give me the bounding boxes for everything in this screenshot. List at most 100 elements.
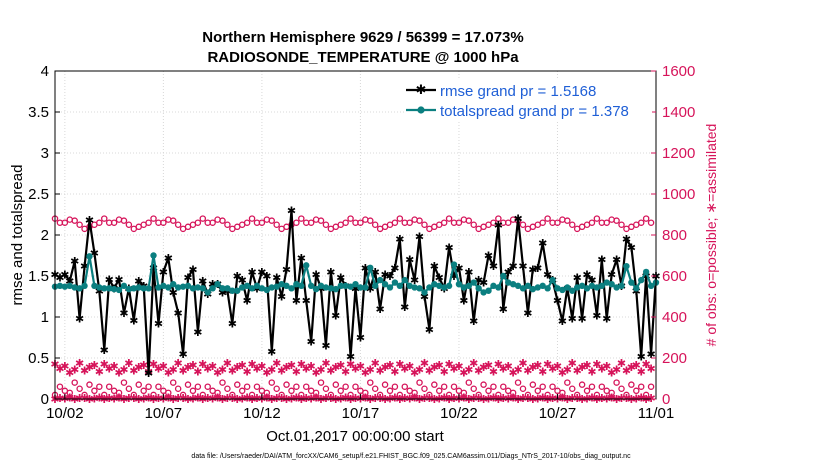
obs-possible-point [435, 387, 443, 395]
totalspread-point [588, 282, 596, 290]
totalspread-point [86, 253, 93, 260]
obs-assimilated-point: ✱ [577, 394, 586, 406]
rmse-point: ✱ [597, 255, 606, 267]
totalspread-point [125, 285, 133, 293]
rmse-point: ✱ [376, 304, 385, 316]
obs-possible-point [637, 383, 645, 390]
obs-assimilated-point: ✱ [70, 394, 79, 406]
totalspread-point [224, 285, 231, 292]
totalspread-point [431, 281, 438, 288]
totalspread-point [130, 285, 138, 292]
obs-possible-point [169, 217, 177, 224]
obs-assimilated-point: ✱ [420, 358, 429, 370]
obs-assimilated-point: ✱ [459, 392, 468, 404]
obs-possible-point [120, 217, 128, 224]
obs-possible-point [130, 391, 138, 399]
obs-assimilated-point: ✱ [218, 364, 227, 376]
obs-assimilated-point: ✱ [331, 362, 340, 374]
totalspread-point [613, 284, 620, 291]
totalspread-point [278, 281, 285, 288]
obs-assimilated-point: ✱ [272, 358, 281, 370]
obs-possible-point [642, 215, 650, 222]
y-tick-label: 1.5 [28, 268, 49, 285]
totalspread-point [140, 285, 147, 292]
rmse-point: ✱ [272, 273, 281, 285]
totalspread-point [529, 285, 537, 293]
obs-possible-point [391, 219, 399, 226]
obs-assimilated-point: ✱ [454, 394, 463, 406]
rmse-point: ✱ [60, 269, 69, 281]
obs-possible-point [495, 391, 502, 399]
totalspread-point [312, 285, 320, 293]
obs-possible-point [199, 215, 207, 222]
obs-possible-point [421, 221, 428, 228]
obs-possible-point [564, 379, 571, 386]
rmse-point: ✱ [622, 234, 631, 246]
obs-assimilated-point: ✱ [607, 367, 616, 379]
totalspread-point [81, 282, 88, 290]
obs-assimilated-point: ✱ [356, 394, 365, 406]
totalspread-point [229, 287, 236, 294]
obs-assimilated-point: ✱ [646, 363, 655, 375]
totalspread-point [91, 282, 98, 290]
obs-assimilated-point: ✱ [100, 394, 109, 406]
totalspread-point [633, 285, 640, 292]
obs-assimilated-point: ✱ [504, 394, 513, 406]
x-axis-label: Oct.01,2017 00:00:00 start [266, 428, 444, 445]
rmse-point: ✱ [494, 220, 503, 232]
totalspread-point [253, 282, 261, 290]
totalspread-point [342, 282, 349, 290]
totalspread-point [165, 284, 172, 291]
rmse-point: ✱ [164, 253, 173, 265]
rmse-point: ✱ [390, 263, 399, 275]
obs-assimilated-point: ✱ [159, 361, 168, 373]
obs-assimilated-point: ✱ [85, 362, 94, 374]
obs-possible-point [554, 219, 561, 226]
totalspread-point [593, 284, 601, 291]
totalspread-point [391, 279, 399, 286]
rmse-point: ✱ [509, 261, 518, 273]
x-tick-label: 10/07 [145, 405, 183, 422]
obs-possible-point [120, 379, 128, 386]
obs-assimilated-point: ✱ [499, 363, 508, 375]
obs-possible-point [539, 219, 546, 226]
totalspread-point [480, 289, 487, 296]
obs-assimilated-point: ✱ [568, 358, 577, 370]
totalspread-point [376, 276, 384, 284]
obs-possible-point [322, 221, 330, 228]
obs-possible-point [347, 215, 354, 222]
obs-assimilated-point: ✱ [297, 394, 306, 406]
obs-possible-point [150, 391, 157, 399]
obs-assimilated-point: ✱ [50, 394, 59, 406]
obs-assimilated-point: ✱ [169, 364, 178, 376]
obs-assimilated-point: ✱ [341, 366, 350, 378]
totalspread-point [505, 279, 512, 286]
obs-assimilated-point: ✱ [149, 394, 158, 406]
obs-assimilated-point: ✱ [105, 363, 114, 375]
obs-assimilated-point: ✱ [528, 394, 537, 406]
rmse-point: ✱ [218, 287, 227, 299]
obs-possible-point [61, 219, 69, 226]
obs-assimilated-point: ✱ [183, 362, 192, 374]
obs-assimilated-point: ✱ [553, 394, 562, 406]
rmse-point: ✱ [198, 276, 207, 288]
obs-possible-point [544, 391, 551, 399]
obs-possible-point [317, 217, 325, 224]
obs-assimilated-point: ✱ [287, 360, 296, 372]
obs-possible-point [578, 381, 586, 388]
rmse-point: ✱ [361, 263, 370, 275]
obs-assimilated-point: ✱ [513, 364, 522, 376]
obs-assimilated-point: ✱ [558, 367, 567, 379]
obs-assimilated-point: ✱ [425, 365, 434, 377]
obs-possible-point [371, 385, 379, 392]
rmse-point: ✱ [405, 255, 414, 267]
obs-assimilated-point: ✱ [642, 394, 651, 406]
obs-possible-point [194, 383, 202, 390]
totalspread-point [524, 282, 532, 290]
obs-assimilated-point: ✱ [371, 358, 380, 370]
obs-assimilated-point: ✱ [444, 394, 453, 406]
rmse-point: ✱ [193, 327, 202, 339]
obs-assimilated-point: ✱ [410, 367, 419, 379]
obs-possible-point [243, 219, 251, 226]
obs-assimilated-point: ✱ [75, 358, 84, 370]
